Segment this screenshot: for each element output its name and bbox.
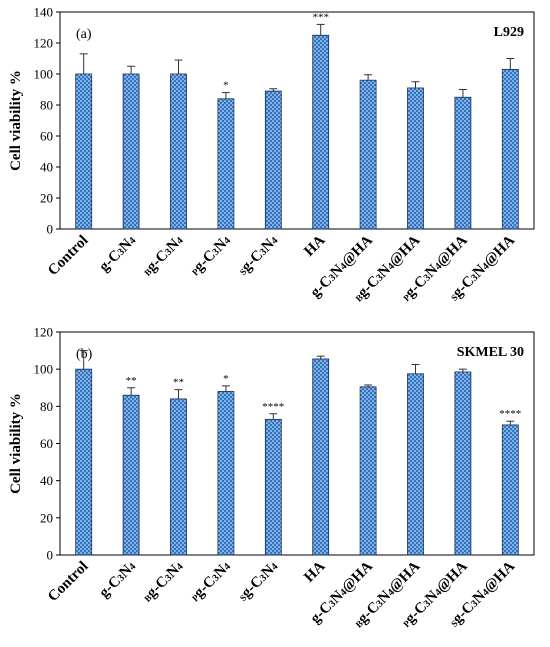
y-tick-label: 120 [34,36,54,51]
panel-a: 0 20 40 60 80 100 120 140 Cell viability % (a) L92… [8,5,535,304]
bar-g-C3N4@HA [359,386,377,556]
category-label: Control [45,559,91,605]
bar-g-C3N4 [122,394,140,556]
y-tick-label: 40 [40,473,53,488]
y-axis-label: Cell viability % [8,393,24,494]
bar-HA [312,358,330,556]
bar-Sg-C3N4 [264,418,282,556]
bar-Pg-C3N4 [217,391,235,556]
bar-Bg-C3N4@HA [407,87,424,230]
significance-marker: * [223,80,229,92]
y-tick-label: 0 [47,548,54,563]
y-tick-label: 60 [40,436,53,451]
bar-g-C3N4 [122,73,140,230]
significance-marker: **** [262,401,284,413]
bar-Pg-C3N4@HA [454,371,472,556]
y-tick-label: 40 [40,160,53,175]
category-label: HA [301,232,328,259]
panel-b: 0 20 40 60 80 100 120 Cell viability % (b) SKMEL … [8,325,535,630]
category-label: Sg-C3N4 [235,233,281,279]
significance-marker: * [223,373,229,385]
y-tick-label: 140 [34,5,54,20]
bar-Sg-C3N4 [264,90,282,230]
panel-tag: (a) [76,27,92,42]
category-label: Sg-C3N4 [235,559,281,605]
cell-line-label: L929 [494,25,524,40]
category-label: g-C3N4 [96,233,139,276]
category-label: HA [301,558,328,585]
y-tick-label: 0 [47,222,54,237]
y-tick-label: 80 [40,98,53,113]
y-tick-label: 120 [34,325,54,340]
bar-Sg-C3N4@HA [501,68,519,230]
y-tick-label: 100 [34,362,54,377]
y-tick-label: 60 [40,129,53,144]
significance-marker: *** [312,11,329,23]
bar-Control [75,73,93,230]
panel-tag: (b) [76,347,93,362]
bar-Sg-C3N4@HA [501,424,519,556]
bar-Pg-C3N4@HA [454,96,472,230]
bar-Bg-C3N4 [170,398,187,556]
category-label: Control [45,233,91,279]
bar-Bg-C3N4 [170,73,187,230]
category-label: Bg-C3N4 [140,233,187,280]
category-label: Bg-C3N4 [140,559,187,606]
cell-line-label: SKMEL 30 [457,345,524,360]
y-tick-label: 20 [40,191,53,206]
y-tick-label: 20 [40,510,53,525]
significance-marker: ** [173,377,184,389]
category-label: g-C3N4 [96,559,139,602]
significance-marker: **** [499,408,521,420]
plot-frame-a [59,11,535,230]
bar-Pg-C3N4 [217,98,235,230]
bar-Control [75,368,93,556]
category-label: Pg-C3N4 [187,559,233,605]
y-tick-label: 80 [40,399,53,414]
category-label: Pg-C3N4 [187,233,233,279]
significance-marker: ** [126,375,137,387]
bar-HA [312,34,330,230]
bar-Bg-C3N4@HA [407,373,424,556]
y-axis-label: Cell viability % [8,70,24,171]
bar-g-C3N4@HA [359,79,377,230]
y-tick-label: 100 [34,67,54,82]
